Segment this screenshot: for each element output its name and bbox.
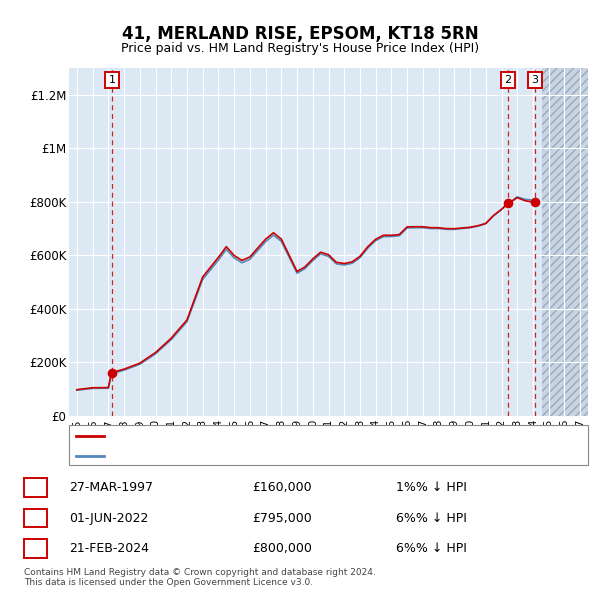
Text: £160,000: £160,000 <box>252 481 311 494</box>
Text: 2: 2 <box>31 512 40 525</box>
Text: 01-JUN-2022: 01-JUN-2022 <box>69 512 148 525</box>
Point <box>530 197 540 206</box>
Text: 3: 3 <box>31 542 40 555</box>
Text: Contains HM Land Registry data © Crown copyright and database right 2024.
This d: Contains HM Land Registry data © Crown c… <box>24 568 376 587</box>
Text: 27-MAR-1997: 27-MAR-1997 <box>69 481 153 494</box>
Point <box>503 198 513 208</box>
Text: 41, MERLAND RISE, EPSOM, KT18 5RN: 41, MERLAND RISE, EPSOM, KT18 5RN <box>122 25 478 43</box>
Text: HPI: Average price, detached house, Reigate and Banstead: HPI: Average price, detached house, Reig… <box>108 451 431 461</box>
Text: Price paid vs. HM Land Registry's House Price Index (HPI): Price paid vs. HM Land Registry's House … <box>121 42 479 55</box>
Point <box>107 368 117 378</box>
Text: 6%% ↓ HPI: 6%% ↓ HPI <box>396 512 467 525</box>
Text: 1: 1 <box>109 75 115 85</box>
Text: £795,000: £795,000 <box>252 512 312 525</box>
Text: 1: 1 <box>31 481 40 494</box>
Bar <box>542 68 588 416</box>
Text: £800,000: £800,000 <box>252 542 312 555</box>
Text: 41, MERLAND RISE, EPSOM, KT18 5RN (detached house): 41, MERLAND RISE, EPSOM, KT18 5RN (detac… <box>108 431 416 441</box>
Text: 21-FEB-2024: 21-FEB-2024 <box>69 542 149 555</box>
Text: 2: 2 <box>505 75 512 85</box>
Text: 6%% ↓ HPI: 6%% ↓ HPI <box>396 542 467 555</box>
Text: 1%% ↓ HPI: 1%% ↓ HPI <box>396 481 467 494</box>
Text: 3: 3 <box>532 75 538 85</box>
